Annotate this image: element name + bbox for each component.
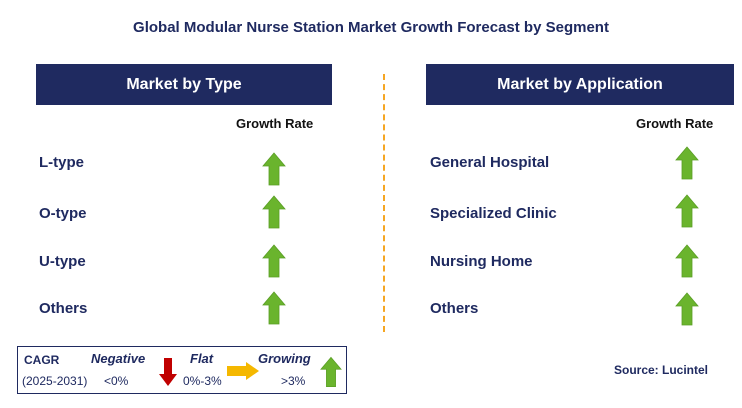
type-row-label: Others — [39, 300, 88, 317]
up-arrow-icon — [262, 244, 286, 278]
application-growth-rate-header: Growth Rate — [636, 116, 714, 131]
legend-period: (2025-2031) — [22, 374, 88, 388]
up-arrow-icon — [262, 291, 286, 325]
down-arrow-icon — [158, 357, 178, 392]
type-row-label: L-type — [39, 154, 84, 171]
cagr-legend: CAGR (2025-2031) Negative <0% Flat 0%-3%… — [17, 346, 347, 394]
application-row-label: General Hospital — [430, 154, 550, 171]
type-growth-rate-header: Growth Rate — [236, 116, 314, 131]
up-arrow-icon — [320, 356, 342, 393]
source-note: Source: Lucintel — [614, 363, 709, 377]
up-arrow-icon — [675, 244, 699, 278]
panel-divider — [383, 74, 385, 332]
legend-flat-label: Flat — [190, 351, 214, 366]
application-row-label: Nursing Home — [430, 253, 533, 270]
market-by-type-header-label: Market by Type — [126, 75, 242, 93]
legend-growing-range: >3% — [281, 374, 306, 388]
page-title: Global Modular Nurse Station Market Grow… — [133, 19, 609, 36]
legend-growing-label: Growing — [258, 351, 311, 366]
application-row-label: Specialized Clinic — [430, 205, 557, 222]
legend-flat-range: 0%-3% — [183, 374, 222, 388]
up-arrow-icon — [262, 195, 286, 229]
up-arrow-icon — [675, 194, 699, 228]
legend-negative-range: <0% — [104, 374, 129, 388]
legend-negative-label: Negative — [91, 351, 146, 366]
legend-cagr-label: CAGR — [24, 353, 60, 367]
up-arrow-icon — [262, 152, 286, 186]
type-row-label: U-type — [39, 253, 86, 270]
market-by-application-header: Market by Application — [426, 64, 734, 105]
up-arrow-icon — [675, 146, 699, 180]
up-arrow-icon — [675, 292, 699, 326]
type-row-label: O-type — [39, 205, 87, 222]
application-row-label: Others — [430, 300, 479, 317]
market-by-type-header: Market by Type — [36, 64, 332, 105]
market-by-application-header-label: Market by Application — [497, 75, 663, 93]
right-arrow-icon — [226, 361, 260, 386]
